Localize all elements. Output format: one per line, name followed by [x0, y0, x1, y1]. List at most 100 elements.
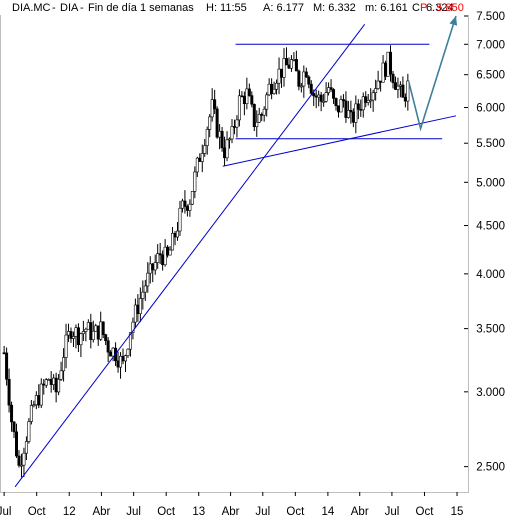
candle [346, 101, 350, 119]
candle [396, 77, 400, 99]
x-tick-label: Abr [92, 506, 110, 518]
candle [52, 374, 56, 391]
candle [200, 144, 204, 173]
candle [329, 79, 333, 92]
candle [245, 77, 249, 110]
candle [86, 319, 90, 330]
candle [319, 91, 323, 112]
candle [327, 82, 331, 96]
candle [84, 327, 88, 342]
y-tick-label: 4.000 [476, 269, 505, 281]
candle [230, 119, 234, 144]
candle [156, 244, 160, 269]
x-tick-label: Oct [286, 506, 305, 518]
candle [94, 323, 98, 332]
header-background [0, 0, 470, 15]
y-tick-label: 2.500 [476, 462, 505, 474]
candle [29, 399, 33, 425]
projection-arrow [408, 15, 457, 132]
candle [252, 103, 256, 132]
candle [10, 401, 14, 432]
candle [255, 110, 259, 137]
candle [339, 95, 343, 113]
candle [74, 324, 78, 349]
header-price: P : 5.850 [420, 2, 464, 14]
candle [193, 166, 197, 199]
x-tick-label: 12 [63, 506, 76, 518]
candle [171, 226, 175, 251]
candle [96, 325, 100, 346]
candle [371, 89, 375, 112]
header-name: DIA [60, 2, 79, 14]
header-sep-1: - [52, 2, 56, 14]
candle [364, 91, 368, 108]
candle [24, 436, 28, 460]
y-tick-label: 7.000 [476, 39, 505, 51]
candle [47, 378, 51, 381]
header-symbol: DIA.MC [12, 2, 51, 14]
candle [153, 254, 157, 275]
candle [272, 81, 276, 95]
candle [336, 105, 340, 118]
header-close: C: 6.324 [412, 2, 454, 14]
candle [195, 156, 199, 177]
candle [151, 262, 155, 283]
candle [176, 222, 180, 241]
candle [5, 347, 9, 386]
candle [265, 92, 269, 117]
header-high: M: 6.332 [313, 2, 356, 14]
y-axis: 7.500 7.000 6.500 6.000 5.500 5.000 4.500 4.000… [464, 11, 505, 474]
candle [215, 106, 219, 139]
x-tick-label: Abr [351, 506, 369, 518]
candle [218, 124, 222, 150]
candle [361, 92, 365, 118]
candle [81, 320, 85, 342]
annotations [14, 15, 458, 488]
candle [7, 368, 11, 413]
candle [34, 391, 38, 410]
candle [22, 447, 26, 478]
candle [19, 453, 23, 478]
candle [351, 108, 355, 128]
y-tick-label: 6.000 [476, 103, 505, 115]
x-tick-label: Oct [28, 506, 47, 518]
candle [280, 68, 284, 88]
candle [240, 91, 244, 98]
candle [344, 91, 348, 123]
candle [294, 50, 298, 72]
candle [27, 418, 31, 444]
candle [71, 331, 75, 348]
candle [225, 131, 229, 162]
candle [381, 55, 385, 83]
candle [173, 231, 177, 246]
candle [403, 93, 407, 108]
candle [324, 82, 328, 103]
candle [188, 199, 192, 217]
candle [128, 332, 132, 357]
candle [12, 421, 16, 439]
x-tick-label: Oct [416, 506, 435, 518]
x-tick-label: Jul [126, 506, 141, 518]
candle [67, 323, 71, 342]
candle [133, 298, 137, 328]
candle [79, 332, 83, 358]
candle [406, 73, 410, 111]
y-tick-label: 7.500 [476, 11, 505, 23]
candle [282, 48, 286, 87]
candle [223, 136, 227, 166]
candle [235, 115, 239, 138]
candle [349, 100, 353, 124]
candle [59, 361, 63, 382]
candle [42, 379, 46, 395]
candle [237, 89, 241, 127]
candle [2, 345, 6, 355]
candle [136, 294, 140, 322]
candle [232, 119, 236, 135]
candle [123, 354, 127, 372]
candle [332, 88, 336, 104]
candle [374, 79, 378, 101]
candle [158, 242, 162, 264]
candle [99, 311, 103, 342]
candles [2, 45, 410, 478]
